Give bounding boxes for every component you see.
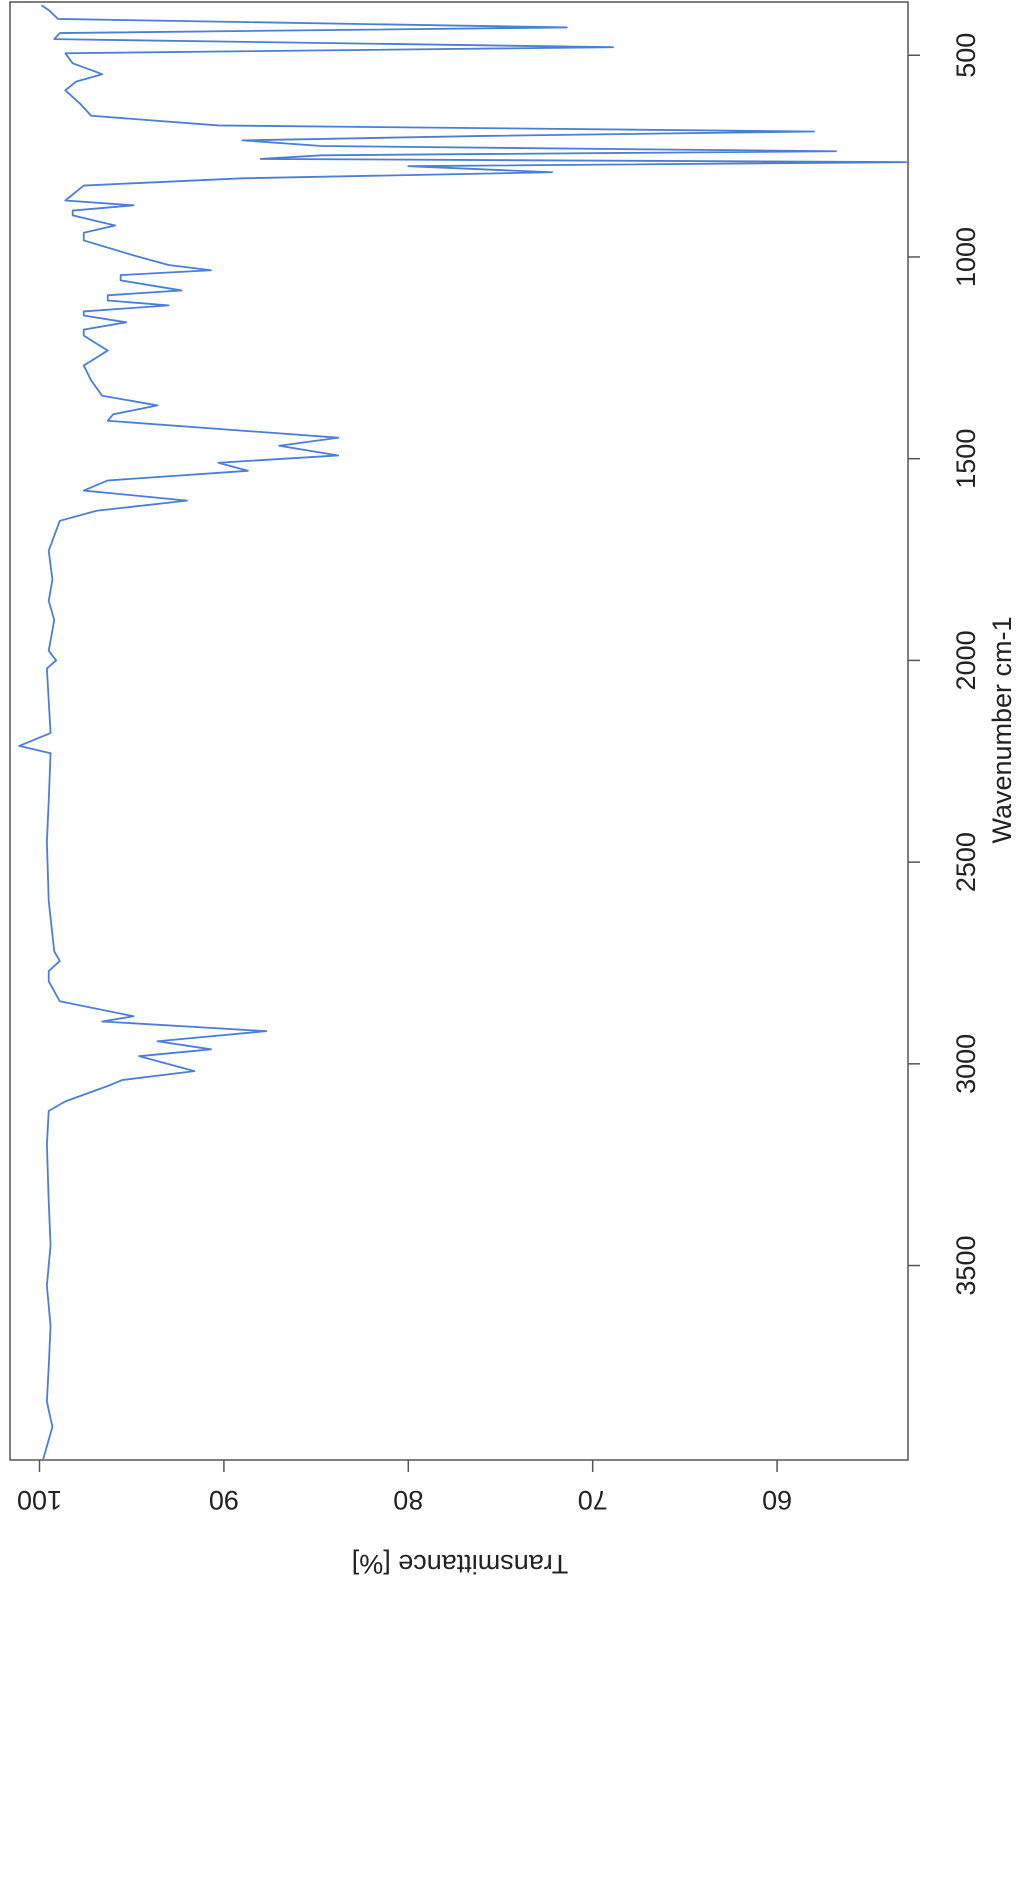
y-tick-label: 90 [209,1485,239,1515]
y-axis-title: Transmittance [%] [352,1549,569,1579]
spectrum-line [18,4,908,1460]
x-tick-label: 500 [951,33,981,78]
y-tick-label: 70 [578,1485,608,1515]
x-tick-label: 2500 [951,832,981,892]
plot-frame [9,1,909,1461]
x-tick-label: 1000 [951,227,981,287]
x-tick-label: 1500 [951,429,981,489]
x-tick-label: 2000 [951,630,981,690]
x-tick-label: 3000 [951,1034,981,1094]
y-tick-label: 60 [762,1485,792,1515]
y-tick-label: 100 [17,1485,62,1515]
x-axis-title: Wavenumber cm-1 [987,616,1017,843]
y-tick-label: 80 [393,1485,423,1515]
x-tick-label: 3500 [951,1236,981,1296]
